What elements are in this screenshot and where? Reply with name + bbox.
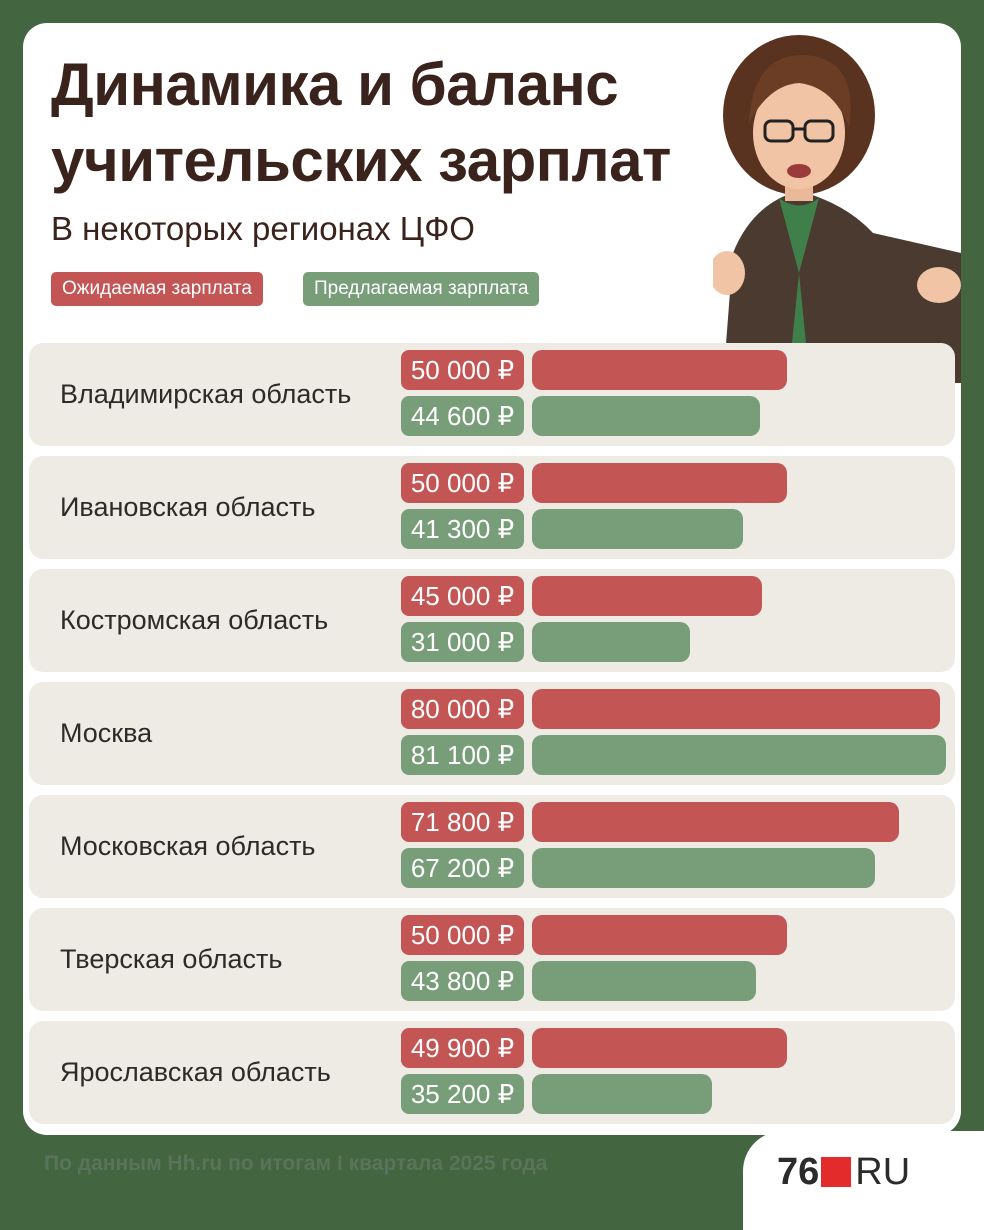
expected-bar [532, 576, 762, 616]
offered-value-label: 41 300 ₽ [401, 509, 524, 549]
expected-value-label: 49 900 ₽ [401, 1028, 524, 1068]
expected-bar [532, 350, 787, 390]
logo-square-icon [821, 1157, 852, 1187]
region-row: Ивановская область 50 000 ₽ 41 300 ₽ [29, 456, 955, 559]
expected-value-label: 50 000 ₽ [401, 350, 524, 390]
region-row: Тверская область 50 000 ₽ 43 800 ₽ [29, 908, 955, 1011]
expected-bar [532, 463, 787, 503]
region-row: Владимирская область 50 000 ₽ 44 600 ₽ [29, 343, 955, 446]
infographic-card: Динамика и баланс учительских зарплат В … [23, 23, 961, 1135]
logo-number: 76 [777, 1151, 820, 1193]
expected-value-label: 71 800 ₽ [401, 802, 524, 842]
offered-bar [532, 509, 743, 549]
logo-domain: RU [855, 1151, 911, 1193]
offered-value-label: 43 800 ₽ [401, 961, 524, 1001]
region-row: Московская область 71 800 ₽ 67 200 ₽ [29, 795, 955, 898]
offered-bar [532, 961, 756, 1001]
region-label: Владимирская область [60, 379, 352, 409]
region-label: Тверская область [60, 944, 283, 974]
expected-bar [532, 1028, 787, 1068]
legend-expected: Ожидаемая зарплата [51, 272, 263, 306]
expected-value-label: 45 000 ₽ [401, 576, 524, 616]
logo-tab: 76 RU [743, 1131, 984, 1230]
expected-bar [532, 802, 899, 842]
expected-value-label: 50 000 ₽ [401, 915, 524, 955]
region-label: Ярославская область [60, 1057, 331, 1087]
region-row: Ярославская область 49 900 ₽ 35 200 ₽ [29, 1021, 955, 1124]
expected-bar [532, 915, 787, 955]
offered-bar [532, 735, 946, 775]
teacher-illustration [713, 35, 961, 383]
site-logo[interactable]: 76 RU [777, 1151, 910, 1193]
source-note: По данным Hh.ru по итогам I квартала 202… [44, 1152, 548, 1175]
offered-bar [532, 622, 690, 662]
offered-value-label: 44 600 ₽ [401, 396, 524, 436]
region-row: Костромская область 45 000 ₽ 31 000 ₽ [29, 569, 955, 672]
region-label: Костромская область [60, 605, 329, 635]
offered-value-label: 31 000 ₽ [401, 622, 524, 662]
expected-value-label: 50 000 ₽ [401, 463, 524, 503]
page-subtitle: В некоторых регионах ЦФО [51, 210, 475, 247]
expected-bar [532, 689, 940, 729]
page-title: Динамика и баланс учительских зарплат [51, 51, 671, 194]
offered-bar [532, 1074, 712, 1114]
offered-bar [532, 848, 875, 888]
region-label: Москва [60, 718, 153, 748]
expected-value-label: 80 000 ₽ [401, 689, 524, 729]
legend-offered: Предлагаемая зарплата [303, 272, 540, 306]
offered-value-label: 35 200 ₽ [401, 1074, 524, 1114]
region-label: Московская область [60, 831, 316, 861]
offered-bar [532, 396, 760, 436]
offered-value-label: 81 100 ₽ [401, 735, 524, 775]
offered-value-label: 67 200 ₽ [401, 848, 524, 888]
region-row: Москва 80 000 ₽ 81 100 ₽ [29, 682, 955, 785]
region-label: Ивановская область [60, 492, 316, 522]
